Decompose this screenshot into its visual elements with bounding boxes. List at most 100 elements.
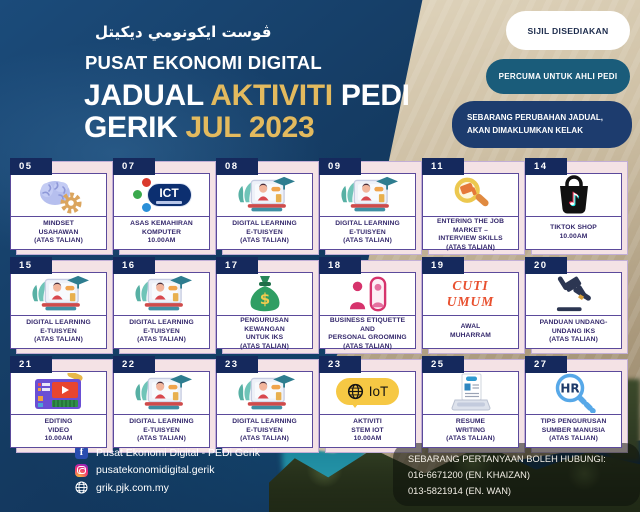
day-badge: 09: [319, 158, 361, 175]
events-grid: MINDSET USAHAWAN (ATAS TALIAN) 05 ICT ASAS …: [10, 158, 628, 453]
event-card: PANDUAN UNDANG- UNDANG IKS (ATAS TALIAN)…: [525, 257, 628, 354]
elearning-illustration-icon: [129, 274, 195, 314]
day-badge: 07: [113, 158, 155, 175]
event-title: PENGURUSAN KEWANGAN UNTUK IKS (ATAS TALI…: [240, 317, 289, 350]
jawi-title: ڤوست ايكونومي ديكيتل: [95, 23, 272, 41]
elearning-illustration-icon: [232, 175, 298, 215]
event-title: AKTIVITI STEM IOT 10.00AM: [351, 418, 384, 443]
notice-sijil-pill: SIJIL DISEDIAKAN: [506, 11, 630, 50]
website-label: grik.pjk.com.my: [96, 481, 169, 494]
card-body: DIGITAL LEARNING E-TUISYEN (ATAS TALIAN): [216, 173, 313, 250]
elearning-illustration-icon: [26, 274, 92, 314]
resume-laptop-icon: [447, 373, 495, 413]
day-badge: 23: [319, 356, 361, 373]
svg-text:♪: ♪: [569, 191, 580, 211]
event-card: DIGITAL LEARNING E-TUISYEN (ATAS TALIAN)…: [216, 158, 319, 255]
card-body: PANDUAN UNDANG- UNDANG IKS (ATAS TALIAN): [525, 272, 622, 349]
event-card: MINDSET USAHAWAN (ATAS TALIAN) 05: [10, 158, 113, 255]
event-title: DIGITAL LEARNING E-TUISYEN (ATAS TALIAN): [129, 319, 194, 344]
notice-perubahan-pill: SEBARANG PERUBAHAN JADUAL, AKAN DIMAKLUM…: [452, 101, 632, 148]
elearning-illustration-icon: [129, 373, 195, 413]
instagram-row: pusatekonomidigital.gerik: [75, 463, 260, 477]
svg-text:♪: ♪: [567, 189, 578, 209]
card-body: DIGITAL LEARNING E-TUISYEN (ATAS TALIAN): [113, 272, 210, 349]
event-card: DIGITAL LEARNING E-TUISYEN (ATAS TALIAN)…: [10, 257, 113, 354]
day-badge: 22: [113, 356, 155, 373]
event-card: ENTERING THE JOB MARKET – INTERVIEW SKIL…: [422, 158, 525, 255]
card-body: DIGITAL LEARNING E-TUISYEN (ATAS TALIAN): [10, 272, 107, 349]
card-body: IoT AKTIVITI STEM IOT 10.00AM: [319, 371, 416, 448]
event-card: CUTI UMUM AWAL MUHARRAM 19: [422, 257, 525, 354]
event-card: DIGITAL LEARNING E-TUISYEN (ATAS TALIAN)…: [113, 356, 216, 453]
day-badge: 16: [113, 257, 155, 274]
day-badge: 27: [525, 356, 567, 373]
event-title: EDITING VIDEO 10.00AM: [44, 418, 73, 443]
card-body: DIGITAL LEARNING E-TUISYEN (ATAS TALIAN): [319, 173, 416, 250]
event-title: AWAL MUHARRAM: [450, 323, 491, 339]
event-card: IoT AKTIVITI STEM IOT 10.00AM 23: [319, 356, 422, 453]
svg-text:HR: HR: [560, 382, 579, 396]
notice-percuma-pill: PERCUMA UNTUK AHLI PEDI: [486, 59, 630, 94]
event-card: EDITING VIDEO 10.00AM 21: [10, 356, 113, 453]
title-jadual: JADUAL: [84, 79, 211, 112]
contact-phone-2: 013-5821914 (EN. WAN): [408, 485, 512, 496]
card-body: $ PENGURUSAN KEWANGAN UNTUK IKS (ATAS TAL…: [216, 272, 313, 350]
day-badge: 08: [216, 158, 258, 175]
event-title: DIGITAL LEARNING E-TUISYEN (ATAS TALIAN): [232, 418, 297, 443]
title-jul-2023: JUL 2023: [185, 111, 315, 144]
poster-title-line2: GERIK JUL 2023: [84, 111, 315, 145]
organization-name: PUSAT EKONOMI DIGITAL: [85, 52, 322, 73]
day-badge: 17: [216, 257, 258, 274]
event-title: ASAS KEMAHIRAN KOMPUTER 10.00AM: [130, 220, 193, 245]
event-title: TIKTOK SHOP 10.00AM: [550, 224, 597, 240]
event-title: RESUME WRITING (ATAS TALIAN): [446, 418, 495, 443]
card-body: DIGITAL LEARNING E-TUISYEN (ATAS TALIAN): [216, 371, 313, 448]
day-badge: 21: [10, 356, 52, 373]
event-title: DIGITAL LEARNING E-TUISYEN (ATAS TALIAN): [26, 319, 91, 344]
event-card: HR TIPS PENGURUSAN SUMBER MANUSIA (ATAS T…: [525, 356, 628, 453]
event-title: PANDUAN UNDANG- UNDANG IKS (ATAS TALIAN): [539, 319, 608, 344]
ict-logo-icon: ICT: [130, 176, 194, 214]
card-body: BUSINESS ETIQUETTE AND PERSONAL GROOMING…: [319, 272, 416, 350]
title-gerik: GERIK: [84, 111, 186, 144]
facebook-row: f Pusat Ekonomi Digital - PEDi Gerik: [75, 446, 260, 459]
day-badge: 05: [10, 158, 52, 175]
svg-text:$: $: [259, 290, 269, 308]
elearning-illustration-icon: [232, 373, 298, 413]
event-card: RESUME WRITING (ATAS TALIAN) 25: [422, 356, 525, 453]
money-bag-icon: $: [246, 274, 284, 314]
event-card: BUSINESS ETIQUETTE AND PERSONAL GROOMING…: [319, 257, 422, 354]
event-card: DIGITAL LEARNING E-TUISYEN (ATAS TALIAN)…: [319, 158, 422, 255]
event-card: ♪ ♪ ♪ TIKTOK SHOP 10.00AM 14: [525, 158, 628, 255]
facebook-label: Pusat Ekonomi Digital - PEDi Gerik: [96, 446, 260, 459]
poster-title-line1: JADUAL AKTIVITI PEDI: [84, 79, 410, 113]
event-title: ENTERING THE JOB MARKET – INTERVIEW SKIL…: [437, 218, 504, 251]
contact-heading: SEBARANG PERTANYAAN BOLEH HUBUNGI:: [408, 454, 606, 464]
gavel-icon: [552, 275, 596, 313]
card-body: ENTERING THE JOB MARKET – INTERVIEW SKIL…: [422, 173, 519, 251]
holiday-label: CUTI UMUM: [446, 278, 495, 309]
contact-phone-1: 016-6671200 (EN. KHAIZAN): [408, 469, 530, 480]
event-title: DIGITAL LEARNING E-TUISYEN (ATAS TALIAN): [129, 418, 194, 443]
facebook-icon: f: [75, 446, 88, 459]
event-card: DIGITAL LEARNING E-TUISYEN (ATAS TALIAN)…: [113, 257, 216, 354]
social-links: f Pusat Ekonomi Digital - PEDi Gerik pus…: [75, 446, 260, 494]
card-body: HR TIPS PENGURUSAN SUMBER MANUSIA (ATAS T…: [525, 371, 622, 448]
tiktok-shop-icon: ♪ ♪ ♪: [555, 175, 593, 215]
instagram-icon: [75, 463, 88, 477]
globe-icon: [75, 481, 88, 494]
card-body: CUTI UMUM AWAL MUHARRAM: [422, 272, 519, 349]
card-body: RESUME WRITING (ATAS TALIAN): [422, 371, 519, 448]
iot-bubble-icon: IoT: [335, 377, 400, 409]
card-body: DIGITAL LEARNING E-TUISYEN (ATAS TALIAN): [113, 371, 210, 448]
elearning-illustration-icon: [335, 175, 401, 215]
website-row: grik.pjk.com.my: [75, 481, 260, 494]
day-badge: 19: [422, 257, 464, 274]
day-badge: 11: [422, 158, 464, 175]
card-body: EDITING VIDEO 10.00AM: [10, 371, 107, 448]
contact-box: SEBARANG PERTANYAAN BOLEH HUBUNGI: 016-6…: [393, 443, 640, 506]
day-badge: 18: [319, 257, 361, 274]
video-editing-icon: [31, 373, 87, 413]
event-title: DIGITAL LEARNING E-TUISYEN (ATAS TALIAN): [232, 220, 297, 245]
